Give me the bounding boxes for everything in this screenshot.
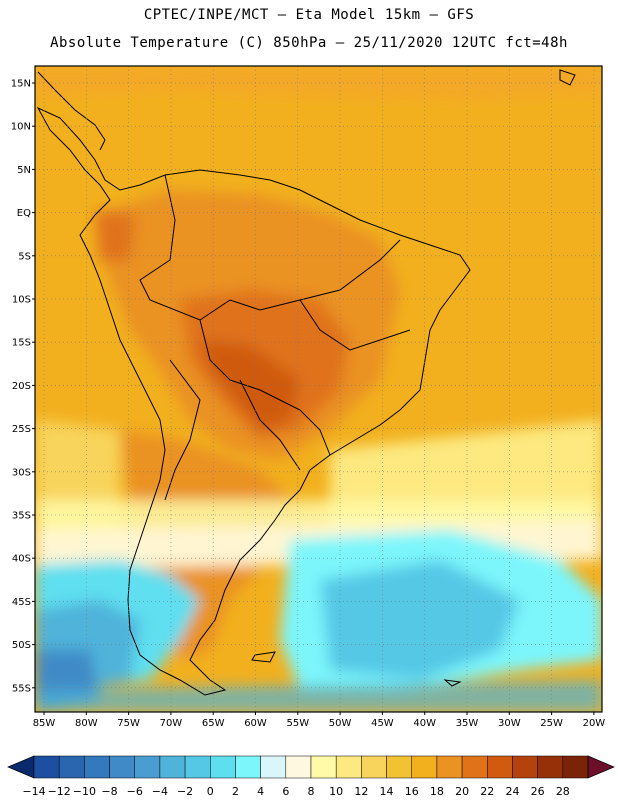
country-border [239,379,301,471]
lat-label: 45S [12,597,31,608]
longitude-labels: 85W 80W 75W 70W 65W 60W 55W 50W 45W 40W 35W 30W 25W 2… [33,712,606,729]
lon-label: 55W [286,718,309,729]
title-line-1: CPTEC/INPE/MCT – Eta Model 15km – GFS [143,7,475,23]
colorbar-swatch [184,755,211,779]
lon-label: 70W [160,718,183,729]
colorbar-tick-label: −14 [22,785,45,798]
lat-label: 5N [17,165,31,176]
colorbar-tick-label: 12 [354,785,368,798]
colorbar-swatch [487,755,513,779]
title-line-2: Absolute Temperature (C) 850hPa – 25/11/… [50,35,568,51]
country-border [299,299,411,351]
lon-label: 65W [202,718,225,729]
colorbar-swatch [461,755,488,779]
lon-label: 35W [456,718,479,729]
colorbar: −14 −12 −10 −8 −6 −4 −2 0 2 4 6 8 10 12 14 16 18 20 22 24 26… [7,755,615,798]
graticule [35,66,602,712]
colorbar-tick-label: −4 [152,785,168,798]
colorbar-swatch [512,755,538,779]
island-outline [559,69,576,86]
colorbar-under-arrow [7,755,35,779]
colorbar-tick-label: 26 [531,785,545,798]
colorbar-swatch [310,755,337,779]
colorbar-swatches [33,755,589,779]
colorbar-swatch [33,755,60,779]
lon-label: 85W [33,718,56,729]
colorbar-tick-label: 6 [282,785,289,798]
lat-label: 10N [11,122,31,133]
lon-label: 30W [498,718,521,729]
colorbar-tick-label: 22 [480,785,494,798]
map-frame [34,65,603,713]
lon-label: 50W [329,718,352,729]
lat-label: 5S [18,251,31,262]
lat-label: 55S [12,683,31,694]
colorbar-swatch [159,755,186,779]
latitude-labels: 15N 10N 5N EQ 5S 10S 15S 20S 25S 30S 35S 40S 45S 50S 5… [11,79,35,694]
central-america-coast [37,71,106,151]
lon-label: 75W [117,718,140,729]
lat-label: 15N [11,79,31,90]
colorbar-tick-label: 16 [405,785,419,798]
coastline-layer [36,69,576,696]
colorbar-swatch [134,755,161,779]
colorbar-tick-label: 20 [455,785,469,798]
colorbar-swatch [58,755,85,779]
lon-label: 25W [540,718,563,729]
lon-label: 40W [413,718,436,729]
lat-label: 30S [12,467,31,478]
colorbar-over-arrow [587,755,615,779]
colorbar-swatch [109,755,135,779]
colorbar-swatch [235,755,261,779]
lon-label: 80W [75,718,98,729]
colorbar-tick-label: 18 [430,785,444,798]
colorbar-swatch [411,755,438,779]
colorbar-tick-label: 24 [505,785,519,798]
island-outline [251,651,276,663]
colorbar-tick-label: −6 [127,785,143,798]
colorbar-swatch [562,755,589,779]
colorbar-tick-label: 14 [380,785,394,798]
lat-label: 20S [12,381,31,392]
south-america-coast [36,106,471,696]
colorbar-tick-label: 4 [257,785,264,798]
country-border [164,359,201,501]
temperature-field [35,66,602,712]
colorbar-tick-label: 28 [556,785,570,798]
colorbar-swatch [436,755,463,779]
lat-label: EQ [17,208,31,219]
colorbar-swatch [210,755,236,779]
colorbar-swatch [335,755,362,779]
country-border [199,319,331,456]
colorbar-swatch [285,755,312,779]
lat-label: 15S [12,338,31,349]
colorbar-tick-label: −8 [101,785,117,798]
colorbar-swatch [260,755,287,779]
lat-label: 10S [12,295,31,306]
island-outline [443,679,462,687]
lat-label: 25S [12,424,31,435]
lat-label: 50S [12,640,31,651]
lon-label: 60W [244,718,267,729]
colorbar-tick-label: 0 [207,785,214,798]
colorbar-swatch [386,755,412,779]
colorbar-tick-labels: −14 −12 −10 −8 −6 −4 −2 0 2 4 6 8 10 12 14 16 18 20 22 24 26… [22,785,569,798]
colorbar-tick-label: −10 [73,785,96,798]
lat-label: 35S [12,511,31,522]
lat-label: 40S [12,554,31,565]
colorbar-tick-label: −2 [177,785,193,798]
colorbar-swatch [361,755,387,779]
lon-label: 45W [371,718,394,729]
colorbar-swatch [537,755,564,779]
country-border [139,174,401,321]
colorbar-tick-label: 2 [232,785,239,798]
lon-label: 20W [583,718,606,729]
colorbar-tick-label: 8 [308,785,315,798]
colorbar-tick-label: 10 [329,785,343,798]
colorbar-swatch [84,755,110,779]
colorbar-tick-label: −12 [48,785,71,798]
